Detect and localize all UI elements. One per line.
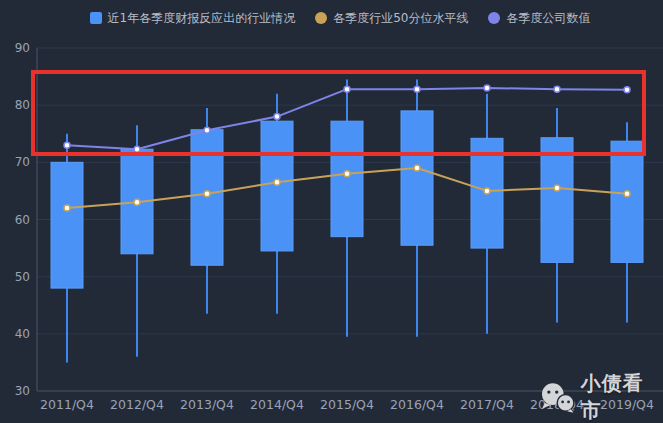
line-data-point-marker[interactable] [484, 188, 490, 194]
legend-item-industry-boxplot[interactable]: 近1年各季度财报反应出的行业情况 [90, 10, 296, 27]
x-axis-tick-label: 2015/Q4 [320, 397, 374, 412]
x-axis-tick-label: 2012/Q4 [110, 397, 164, 412]
x-axis-tick-label: 2014/Q4 [250, 397, 304, 412]
legend-label: 各季度公司数值 [506, 10, 590, 27]
line-data-point-marker[interactable] [274, 179, 280, 185]
candlestick-box[interactable] [541, 138, 573, 263]
candlestick-box[interactable] [51, 162, 83, 288]
y-axis-tick-label: 60 [15, 213, 30, 227]
line-data-point-marker[interactable] [344, 171, 350, 177]
legend-label: 各季度行业50分位水平线 [333, 10, 468, 27]
legend-circle-marker-icon [315, 12, 327, 24]
watermark: 小债看市 [540, 370, 663, 423]
line-data-point-marker[interactable] [134, 199, 140, 205]
legend-label: 近1年各季度财报反应出的行业情况 [108, 10, 296, 27]
y-axis-tick-label: 30 [15, 384, 30, 398]
line-data-point-marker[interactable] [64, 205, 70, 211]
chart-canvas: 90 80 70 60 50 40 30 2011/Q4 2012/Q4 2013/Q4 2014/… [0, 0, 663, 423]
y-axis-tick-label: 90 [15, 41, 30, 55]
line-data-point-marker[interactable] [204, 191, 210, 197]
watermark-text: 小债看市 [580, 370, 663, 423]
x-axis-tick-label: 2013/Q4 [180, 397, 234, 412]
y-axis-tick-label: 70 [15, 155, 30, 169]
line-data-point-marker[interactable] [624, 191, 630, 197]
legend-square-marker-icon [90, 12, 102, 24]
legend-item-company-value-line[interactable]: 各季度公司数值 [488, 10, 590, 27]
y-axis-tick-label: 80 [15, 98, 30, 112]
x-axis-tick-label: 2017/Q4 [460, 397, 514, 412]
line-data-point-marker[interactable] [414, 165, 420, 171]
y-axis-tick-label: 50 [15, 270, 30, 284]
chart-container: 90 80 70 60 50 40 30 2011/Q4 2012/Q4 2013/Q4 2014/… [0, 0, 663, 423]
candlestick-box[interactable] [611, 141, 643, 262]
y-axis-tick-label: 40 [15, 327, 30, 341]
legend-circle-marker-icon [488, 12, 500, 24]
x-axis-tick-label: 2011/Q4 [40, 397, 94, 412]
x-axis-tick-label: 2016/Q4 [390, 397, 444, 412]
line-data-point-marker[interactable] [554, 185, 560, 191]
wechat-icon [540, 382, 575, 413]
highlight-rectangle [31, 70, 646, 156]
chart-legend: 近1年各季度财报反应出的行业情况 各季度行业50分位水平线 各季度公司数值 [17, 8, 663, 28]
legend-item-50th-percentile-line[interactable]: 各季度行业50分位水平线 [315, 10, 468, 27]
